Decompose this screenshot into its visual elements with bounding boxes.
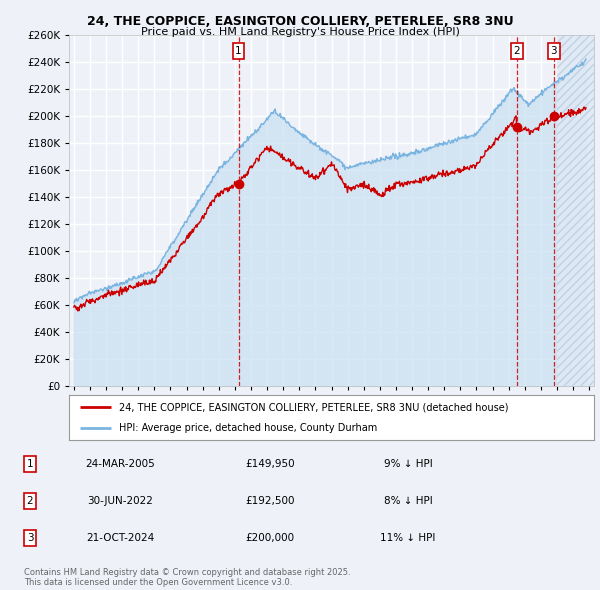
Text: Price paid vs. HM Land Registry's House Price Index (HPI): Price paid vs. HM Land Registry's House … [140, 27, 460, 37]
Text: 24, THE COPPICE, EASINGTON COLLIERY, PETERLEE, SR8 3NU (detached house): 24, THE COPPICE, EASINGTON COLLIERY, PET… [119, 402, 508, 412]
Bar [557, 35, 594, 386]
Text: 3: 3 [26, 533, 34, 543]
Text: 8% ↓ HPI: 8% ↓ HPI [383, 496, 433, 506]
Text: HPI: Average price, detached house, County Durham: HPI: Average price, detached house, Coun… [119, 422, 377, 432]
Text: £200,000: £200,000 [245, 533, 295, 543]
Text: 1: 1 [235, 46, 242, 56]
Text: Contains HM Land Registry data © Crown copyright and database right 2025.
This d: Contains HM Land Registry data © Crown c… [24, 568, 350, 587]
Text: 9% ↓ HPI: 9% ↓ HPI [383, 459, 433, 469]
Text: £149,950: £149,950 [245, 459, 295, 469]
Text: 11% ↓ HPI: 11% ↓ HPI [380, 533, 436, 543]
Text: 24-MAR-2005: 24-MAR-2005 [85, 459, 155, 469]
Text: 2: 2 [514, 46, 520, 56]
Text: 24, THE COPPICE, EASINGTON COLLIERY, PETERLEE, SR8 3NU: 24, THE COPPICE, EASINGTON COLLIERY, PET… [86, 15, 514, 28]
Text: £192,500: £192,500 [245, 496, 295, 506]
Text: 3: 3 [551, 46, 557, 56]
Text: 2: 2 [26, 496, 34, 506]
Text: 21-OCT-2024: 21-OCT-2024 [86, 533, 154, 543]
Text: 30-JUN-2022: 30-JUN-2022 [87, 496, 153, 506]
Text: 1: 1 [26, 459, 34, 469]
